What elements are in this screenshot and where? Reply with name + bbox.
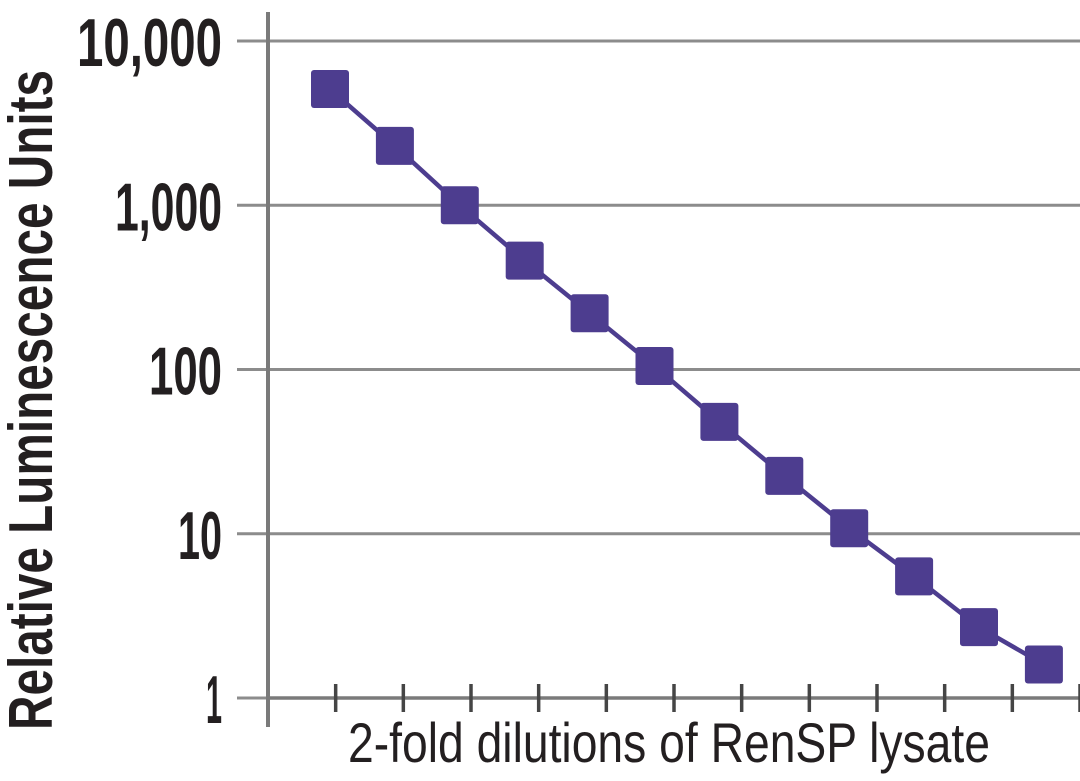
data-series xyxy=(311,70,1063,684)
data-point-marker xyxy=(700,402,739,441)
y-tick-label-1,000: 1,000 xyxy=(115,169,222,245)
data-point-marker xyxy=(895,557,934,596)
y-axis-title: Relative Luminescence Units xyxy=(0,70,66,730)
y-tick-label-1: 1 xyxy=(206,662,222,738)
y-axis-tick-labels: 10,000 1,000 100 10 1 xyxy=(77,5,222,738)
x-axis-ticks xyxy=(333,684,1080,712)
data-point-marker xyxy=(765,456,804,495)
y-tick-label-100: 100 xyxy=(149,334,222,410)
data-point-marker xyxy=(635,347,674,386)
y-tick-label-10,000: 10,000 xyxy=(77,5,222,81)
data-point-marker xyxy=(505,241,544,280)
data-point-marker xyxy=(440,186,479,225)
data-point-marker xyxy=(960,608,998,647)
data-point-marker xyxy=(570,294,609,333)
data-point-marker xyxy=(311,70,349,109)
data-point-marker xyxy=(375,126,414,165)
data-point-marker xyxy=(830,509,869,548)
y-tick-label-10: 10 xyxy=(178,498,222,574)
series-line xyxy=(328,87,1046,667)
x-axis-title: 2-fold dilutions of RenSP lysate xyxy=(348,711,990,774)
data-point-marker xyxy=(1024,645,1063,684)
